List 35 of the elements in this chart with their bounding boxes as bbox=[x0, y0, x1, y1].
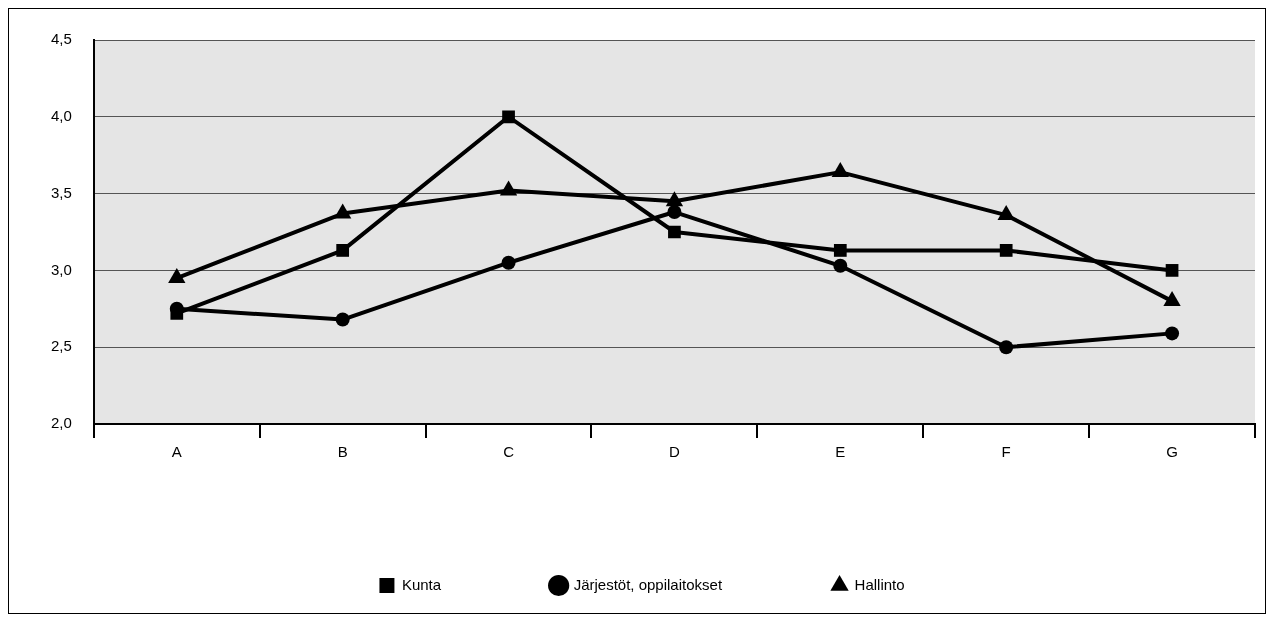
legend-label: Järjestöt, oppilaitokset bbox=[573, 575, 723, 593]
x-tick-label: D bbox=[669, 443, 680, 461]
point bbox=[833, 258, 848, 273]
x-tick-label: E bbox=[835, 443, 846, 461]
y-tick-label: 3,0 bbox=[50, 260, 72, 278]
point bbox=[999, 340, 1014, 355]
x-tick-label: C bbox=[503, 443, 515, 461]
point bbox=[335, 312, 350, 327]
y-tick-label: 2,0 bbox=[50, 414, 72, 432]
point bbox=[168, 268, 186, 284]
point bbox=[502, 110, 515, 124]
y-tick-label: 4,0 bbox=[50, 106, 72, 124]
point bbox=[499, 180, 518, 196]
x-tick-label: G bbox=[1166, 443, 1178, 461]
point bbox=[665, 191, 684, 207]
point bbox=[1165, 326, 1180, 341]
y-tick-label: 3,5 bbox=[50, 183, 72, 201]
legend-label: Kunta bbox=[401, 575, 442, 593]
point bbox=[997, 205, 1015, 221]
x-tick-label: B bbox=[337, 443, 348, 461]
point bbox=[501, 255, 516, 270]
y-tick-label: 2,5 bbox=[50, 337, 72, 355]
y-tick-label: 4,5 bbox=[50, 30, 72, 48]
point bbox=[1165, 264, 1179, 277]
x-tick-label: F bbox=[1001, 443, 1011, 461]
point bbox=[334, 203, 352, 219]
point bbox=[1163, 291, 1181, 307]
point bbox=[668, 225, 681, 239]
point bbox=[999, 244, 1013, 257]
point bbox=[831, 162, 849, 178]
legend-label: Hallinto bbox=[854, 575, 905, 593]
point bbox=[336, 244, 350, 257]
x-tick-label: A bbox=[171, 443, 182, 461]
point bbox=[667, 205, 682, 220]
point bbox=[833, 244, 847, 257]
